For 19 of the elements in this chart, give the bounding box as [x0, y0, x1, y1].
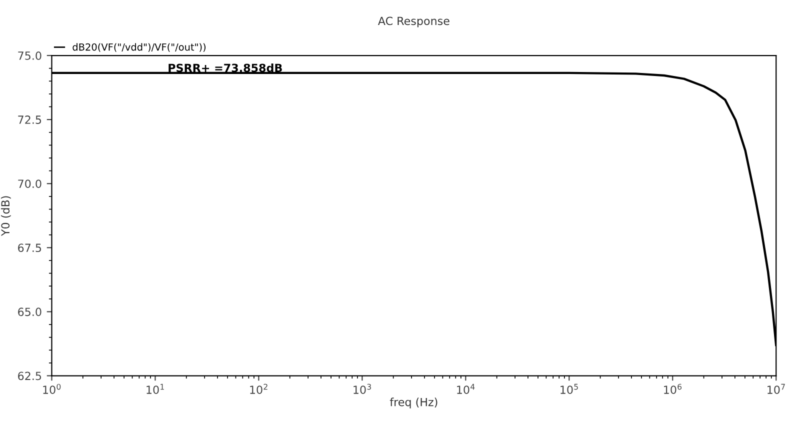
x-tick-label: 10$^{4}$	[457, 384, 475, 394]
x-tick-label: 10$^{1}$	[146, 384, 164, 394]
x-tick-label: 10$^{7}$	[768, 384, 785, 394]
legend-label: dB20(VF("/vdd")/VF("/out"))	[72, 43, 206, 52]
annotation: PSRR+ =73.858dB	[168, 64, 282, 72]
x-tick-label: 10$^{3}$	[354, 384, 371, 394]
y-axis-title: Y0 (dB)	[0, 196, 11, 236]
y-tick-label: 62.5	[18, 372, 42, 380]
y-tick-label: 75.0	[18, 51, 42, 60]
x-axis-title: freq (Hz)	[390, 398, 438, 408]
y-tick-label: 65.0	[18, 308, 42, 316]
x-tick-label: 10$^{2}$	[250, 384, 268, 394]
y-tick-label: 70.0	[18, 180, 42, 188]
x-tick-label: 10$^{6}$	[664, 384, 682, 394]
y-tick-label: 72.5	[18, 116, 42, 124]
y-tick-label: 67.5	[18, 244, 42, 252]
x-tick-label: 10$^{5}$	[560, 384, 578, 394]
chart-title: AC Response	[378, 16, 450, 28]
x-tick-label: 10$^{0}$	[43, 384, 61, 394]
